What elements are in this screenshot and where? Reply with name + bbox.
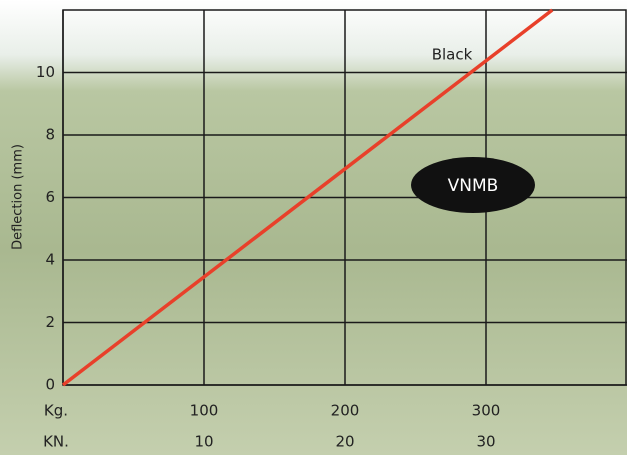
x-tick-label: 300 [472,402,501,420]
y-tick-label: 0 [45,376,55,394]
x-tick-label: Kg. [44,402,68,420]
series-label: Black [432,46,473,64]
y-tick-label: 6 [45,188,55,206]
x-tick-label: 100 [190,402,219,420]
y-tick-label: 10 [36,63,55,81]
series-line [61,8,554,387]
x-tick-label: 200 [331,402,360,420]
y-tick-label: 4 [45,251,55,269]
y-tick-label: 2 [45,313,55,331]
badge-text: VNMB [448,176,499,196]
x-tick-label-kn: 30 [476,433,495,451]
plot: 0 2 4 6 8 10 Kg. 100 200 300 KN. 10 20 30 Black [36,8,627,451]
badge [411,157,535,213]
x-tick-label-kn: 10 [194,433,213,451]
x-tick-label-kn: KN. [43,433,69,451]
y-axis-label: Deflection (mm) [11,144,26,250]
y-tick-label: 8 [45,126,55,144]
x-tick-label-kn: 20 [335,433,354,451]
